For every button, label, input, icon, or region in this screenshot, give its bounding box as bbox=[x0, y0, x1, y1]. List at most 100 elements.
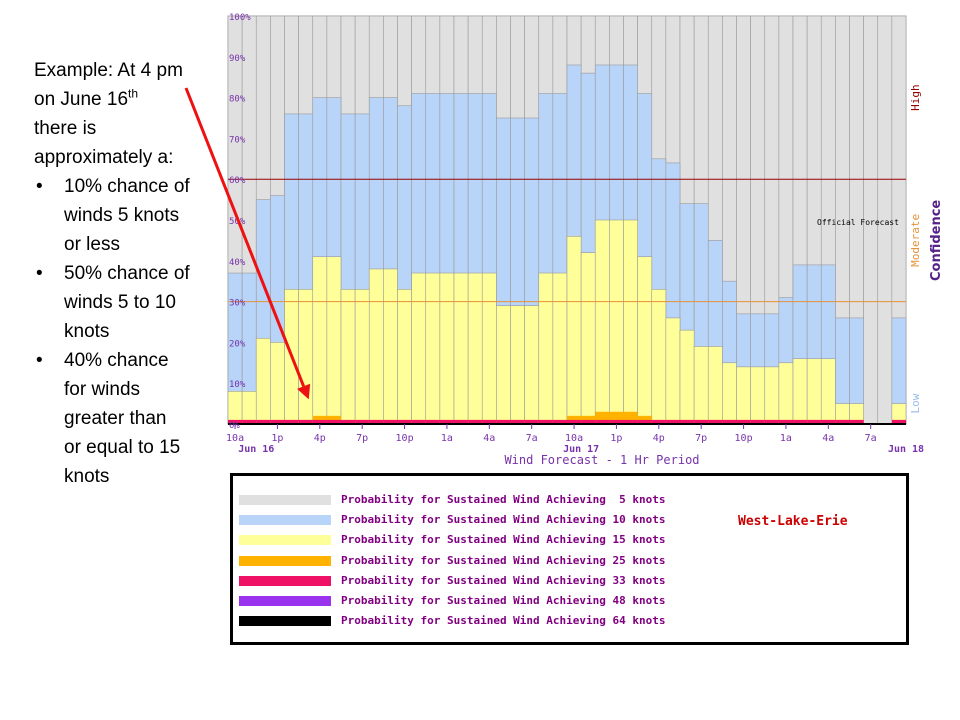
bar bbox=[595, 419, 610, 424]
bar bbox=[821, 419, 836, 424]
legend-entry-label: Probability for Sustained Wind Achieving… bbox=[341, 594, 666, 607]
chart-legend: Probability for Sustained Wind Achieving… bbox=[230, 473, 909, 645]
bar bbox=[468, 419, 483, 424]
legend-entry-label: Probability for Sustained Wind Achieving… bbox=[341, 553, 666, 567]
date-label: Jun 18 bbox=[888, 444, 924, 455]
legend-entry-label: Probability for Sustained Wind Achieving… bbox=[341, 513, 666, 527]
bullet-glyph: • bbox=[36, 263, 43, 284]
bar bbox=[538, 419, 553, 424]
y-tick-label: 30% bbox=[229, 299, 246, 309]
x-tick-label: 1p bbox=[271, 433, 283, 444]
annotation-line: approximately a: bbox=[34, 147, 174, 168]
official-forecast-label: Official Forecast bbox=[817, 218, 899, 227]
bar bbox=[609, 419, 624, 424]
bar bbox=[594, 219, 610, 425]
y-tick-label: 10% bbox=[229, 380, 246, 390]
y-tick-label: 20% bbox=[229, 339, 246, 349]
bar bbox=[679, 329, 695, 425]
confidence-scale: Low Moderate High Confidence bbox=[909, 84, 944, 413]
bar bbox=[581, 415, 596, 424]
bar bbox=[637, 415, 652, 424]
wind-probability-chart: 0%10%20%30%40%50%60%70%80%90%100% 10a 1p 4… bbox=[184, 13, 944, 467]
bar bbox=[566, 236, 582, 425]
legend-entry-label: Probability for Sustained Wind Achieving… bbox=[341, 533, 666, 547]
x-tick-label: 10a bbox=[226, 433, 244, 444]
bar bbox=[496, 419, 511, 424]
arrow-shaft bbox=[184, 87, 306, 387]
bar bbox=[453, 272, 469, 425]
y-tick-label: 60% bbox=[229, 176, 246, 186]
bar bbox=[722, 419, 737, 424]
y-tick-label: 70% bbox=[229, 135, 246, 145]
bar bbox=[397, 289, 412, 425]
bar bbox=[411, 272, 427, 425]
legend-swatch bbox=[239, 575, 331, 586]
bar bbox=[552, 419, 567, 424]
bar bbox=[609, 219, 624, 425]
bar bbox=[425, 272, 441, 425]
bar bbox=[778, 419, 793, 424]
bullet-glyph: • bbox=[36, 350, 43, 371]
bar bbox=[467, 272, 483, 425]
bar bbox=[341, 419, 356, 424]
bar bbox=[439, 419, 454, 424]
legend-region-label: West-Lake-Erie bbox=[738, 514, 848, 529]
annotation-line: Example: At 4 pm bbox=[34, 60, 183, 81]
bar bbox=[820, 358, 836, 425]
bar bbox=[340, 289, 356, 425]
bullet-glyph: • bbox=[36, 176, 43, 197]
legend-entry-label: Probability for Sustained Wind Achieving… bbox=[341, 493, 666, 506]
annotation-bullet-list: • 10% chance of winds 5 knots or less • … bbox=[34, 172, 224, 491]
annotation-superscript: th bbox=[128, 86, 139, 101]
bar bbox=[623, 419, 638, 424]
bar bbox=[651, 419, 666, 424]
bar bbox=[708, 419, 723, 424]
annotation-date-text: on June 16 bbox=[34, 89, 129, 110]
bar bbox=[242, 419, 257, 424]
bar bbox=[524, 305, 540, 425]
legend-swatch bbox=[239, 596, 331, 606]
bullet-line: knots bbox=[64, 466, 110, 487]
bar-series bbox=[227, 219, 907, 425]
bar bbox=[665, 419, 680, 424]
annotation-bullet-item: • 10% chance of winds 5 knots or less bbox=[34, 172, 224, 259]
bar bbox=[425, 419, 440, 424]
legend-entry-label: Probability for Sustained Wind Achieving… bbox=[341, 573, 666, 587]
x-tick-label: 7p bbox=[356, 433, 368, 444]
bar bbox=[736, 366, 751, 425]
bar bbox=[849, 419, 864, 424]
bullet-line: greater than bbox=[64, 408, 167, 429]
x-tick-label: 10p bbox=[735, 433, 753, 444]
x-tick-label: 4p bbox=[653, 433, 665, 444]
x-tick-label: 7a bbox=[526, 433, 538, 444]
bar bbox=[368, 268, 384, 425]
confidence-level-label: Low bbox=[909, 393, 922, 413]
bar bbox=[524, 419, 539, 424]
date-label: Jun 17 bbox=[563, 444, 599, 455]
bar bbox=[750, 419, 765, 424]
bar bbox=[764, 419, 779, 424]
bar bbox=[567, 419, 582, 424]
bar bbox=[481, 272, 497, 425]
bar bbox=[793, 419, 808, 424]
x-tick-label: 10a bbox=[565, 433, 583, 444]
x-tick-label: 4p bbox=[314, 433, 326, 444]
bar bbox=[312, 419, 327, 424]
annotation-bullet-item: • 40% chance for winds greater than or e… bbox=[34, 346, 224, 491]
bullet-line: or equal to 15 bbox=[64, 437, 181, 458]
bullet-line: winds 5 knots bbox=[64, 205, 180, 226]
annotation-line: there is bbox=[34, 118, 97, 139]
bar bbox=[326, 419, 341, 424]
threshold-line-group bbox=[228, 178, 906, 425]
bar bbox=[792, 358, 808, 425]
bar bbox=[764, 366, 780, 425]
x-tick-label: 1a bbox=[780, 433, 792, 444]
bar bbox=[722, 362, 737, 425]
bar bbox=[806, 358, 822, 425]
bar bbox=[510, 419, 525, 424]
bar bbox=[580, 252, 596, 425]
bar bbox=[312, 256, 328, 425]
bar bbox=[750, 366, 766, 425]
bar bbox=[891, 419, 906, 424]
bar bbox=[482, 419, 497, 424]
